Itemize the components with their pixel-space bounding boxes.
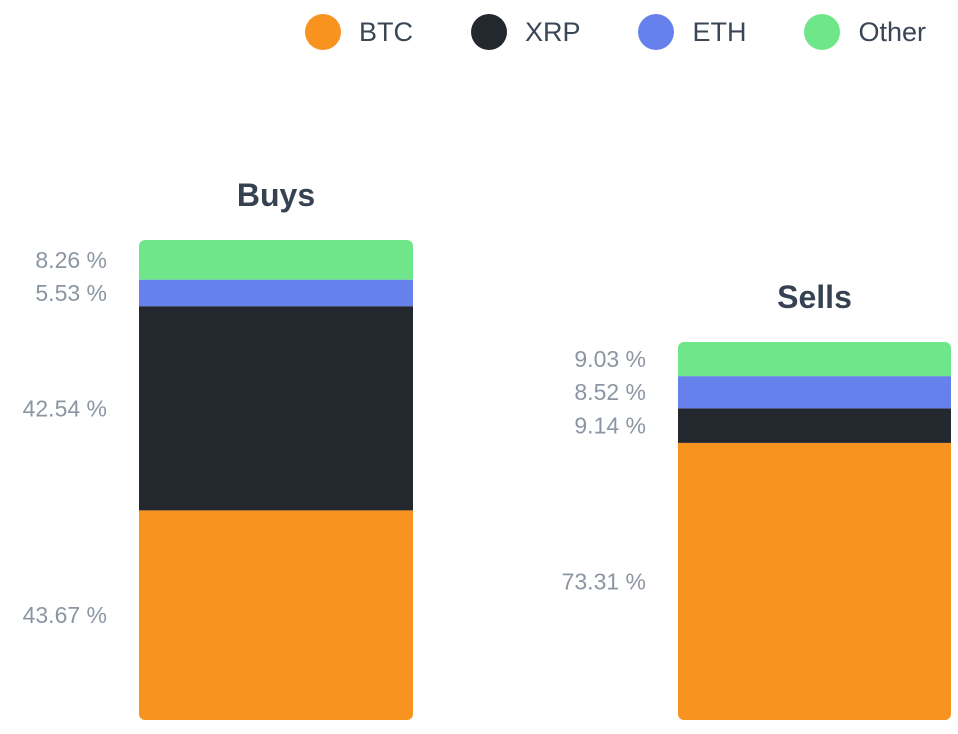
data-label-sells-eth: 8.52 % [574,379,646,405]
data-label-buys-btc: 43.67 % [23,602,107,628]
legend-swatch-other [804,14,841,50]
legend-item-eth[interactable]: ETH [638,14,746,50]
bar-segment-buys-btc[interactable] [139,510,413,720]
data-label-sells-other: 9.03 % [574,346,646,372]
legend-swatch-xrp [470,14,507,50]
bar-segment-sells-btc[interactable] [678,442,951,720]
bar-segment-sells-eth[interactable] [678,376,951,409]
data-label-sells-xrp: 9.14 % [574,413,646,439]
bar-group-sells: 73.31 % 9.14 % 8.52 % 9.03 % Sells [562,279,951,720]
legend-item-xrp[interactable]: XRP [470,14,581,50]
category-label-buys: Buys [237,177,315,213]
bar-segment-buys-xrp[interactable] [139,306,413,511]
data-label-buys-eth: 5.53 % [35,280,107,306]
legend: BTC XRP ETH Other [304,14,926,50]
legend-label-btc: BTC [358,16,413,47]
legend-label-xrp: XRP [524,16,581,47]
data-label-buys-other: 8.26 % [35,247,107,273]
data-label-sells-btc: 73.31 % [562,568,646,594]
legend-item-other[interactable]: Other [804,14,926,50]
legend-swatch-eth [638,14,675,50]
legend-label-eth: ETH [692,16,747,47]
bar-segment-buys-eth[interactable] [139,279,413,307]
category-label-sells: Sells [777,279,852,315]
bar-segment-buys-other[interactable] [139,240,413,280]
bar-segment-sells-other[interactable] [678,342,951,377]
legend-item-btc[interactable]: BTC [304,14,413,50]
data-label-buys-xrp: 42.54 % [23,395,107,421]
legend-swatch-btc [304,14,341,50]
bar-segment-sells-xrp[interactable] [678,408,951,443]
legend-label-other: Other [858,16,926,47]
bar-group-buys: 43.67 % 42.54 % 5.53 % 8.26 % Buys [23,177,413,720]
